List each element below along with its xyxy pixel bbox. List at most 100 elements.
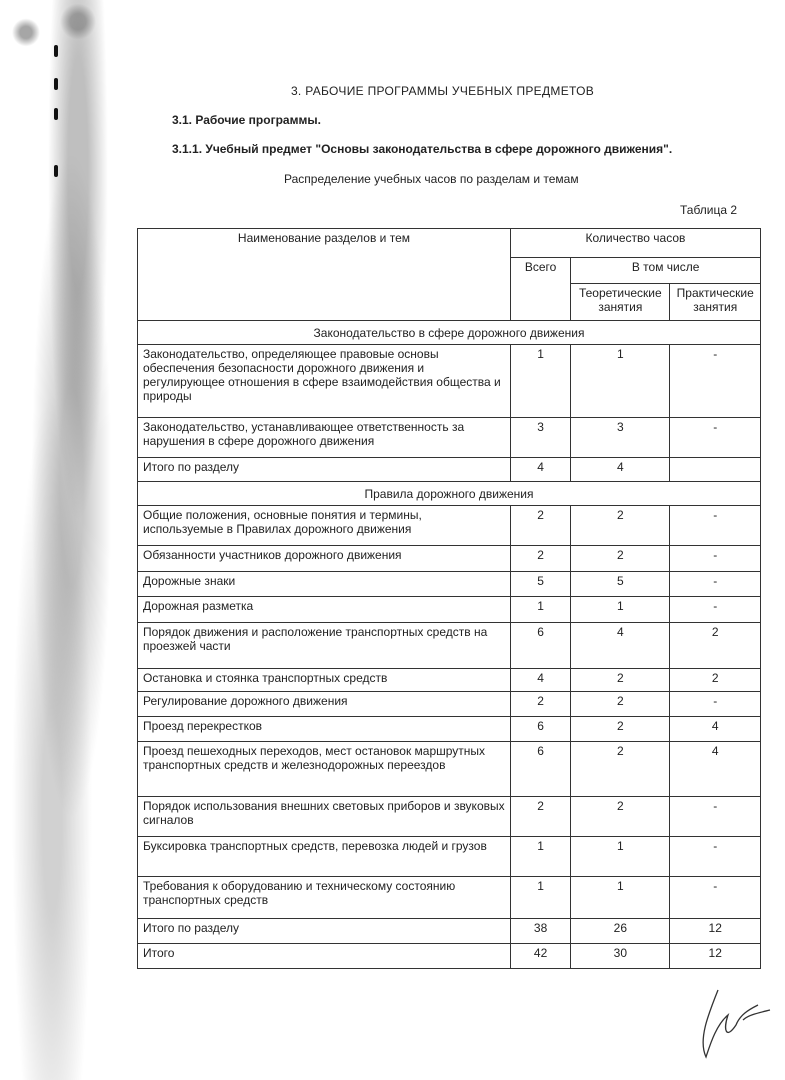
subheading: 3.1. Рабочие программы.	[172, 113, 321, 127]
practice-hours: -	[669, 596, 761, 623]
practice-hours: 4	[669, 716, 761, 742]
table-row: Дорожная разметка 1 1-	[137, 596, 761, 623]
theory-hours: 2	[570, 545, 671, 572]
theory-hours: 3	[570, 417, 671, 458]
total-hours: 4	[509, 668, 572, 692]
table-row: Законодательство, устанавливающее ответс…	[137, 417, 761, 458]
table-number: Таблица 2	[680, 203, 738, 217]
theory-hours: 2	[570, 741, 671, 797]
total-hours: 42	[509, 943, 572, 969]
table-row: Требования к оборудованию и техническому…	[137, 876, 761, 919]
topic-name: Итого по разделу	[137, 918, 511, 944]
practice-hours: -	[669, 417, 761, 458]
total-hours: 2	[509, 691, 572, 717]
topic-name: Проезд перекрестков	[137, 716, 511, 742]
topic-name: Законодательство, определяющее правовые …	[137, 344, 511, 418]
total-hours: 1	[509, 596, 572, 623]
practice-hours: 2	[669, 622, 761, 669]
topic-name: Дорожные знаки	[137, 571, 511, 597]
total-hours: 1	[509, 344, 572, 418]
theory-hours: 2	[570, 668, 671, 692]
total-hours: 2	[509, 796, 572, 837]
signature	[702, 989, 771, 1059]
practice-hours: -	[669, 344, 761, 418]
table-row: Итого по разделу 38 26 12	[137, 918, 761, 944]
theory-hours: 1	[570, 596, 671, 623]
total-hours: 1	[509, 836, 572, 877]
header-name: Наименование разделов и тем	[137, 228, 511, 321]
table-row: Дорожные знаки 5 5-	[137, 571, 761, 597]
theory-hours: 2	[570, 716, 671, 742]
table-row: Порядок движения и расположение транспор…	[137, 622, 761, 669]
table-row: Порядок использования внешних световых п…	[137, 796, 761, 837]
theory-hours: 2	[570, 505, 671, 546]
practice-hours: -	[669, 505, 761, 546]
practice-hours: 12	[669, 918, 761, 944]
practice-hours: -	[669, 876, 761, 919]
topic-name: Порядок использования внешних световых п…	[137, 796, 511, 837]
header-hours: Количество часов	[509, 228, 762, 258]
table-row: Общие положения, основные понятия и терм…	[137, 505, 761, 546]
practice-hours: 2	[669, 668, 761, 692]
theory-hours: 2	[570, 691, 671, 717]
topic-name: Буксировка транспортных средств, перевоз…	[137, 836, 511, 877]
topic-name: Требования к оборудованию и техническому…	[137, 876, 511, 919]
table-row: Буксировка транспортных средств, перевоз…	[137, 836, 761, 877]
total-hours: 2	[509, 505, 572, 546]
total-hours: 1	[509, 876, 572, 919]
practice-hours: -	[669, 796, 761, 837]
total-hours: 3	[509, 417, 572, 458]
header-including: В том числе	[570, 257, 761, 284]
scan-noise	[0, 0, 130, 1080]
punch-mark	[54, 108, 58, 120]
topic-name: Итого по разделу	[137, 457, 511, 482]
theory-hours: 4	[570, 622, 671, 669]
topic-name: Дорожная разметка	[137, 596, 511, 623]
hours-table: Наименование разделов и тем Количество ч…	[137, 228, 762, 969]
theory-hours: 2	[570, 796, 671, 837]
table-row: Регулирование дорожного движения 2 2-	[137, 691, 761, 717]
topic-name: Остановка и стоянка транспортных средств	[137, 668, 511, 692]
punch-mark	[54, 45, 58, 57]
total-hours: 6	[509, 741, 572, 797]
total-hours: 4	[509, 457, 572, 482]
topic-name: Общие положения, основные понятия и терм…	[137, 505, 511, 546]
header-practice: Практические занятия	[669, 283, 761, 321]
topic-name: Обязанности участников дорожного движени…	[137, 545, 511, 572]
practice-hours: -	[669, 836, 761, 877]
practice-hours: 12	[669, 943, 761, 969]
punch-mark	[54, 165, 58, 177]
topic-name: Проезд пешеходных переходов, мест остано…	[137, 741, 511, 797]
section-title: Законодательство в сфере дорожного движе…	[137, 320, 761, 345]
section-row: Законодательство в сфере дорожного движе…	[137, 320, 761, 345]
punch-mark	[54, 78, 58, 90]
total-hours: 38	[509, 918, 572, 944]
table-row: Остановка и стоянка транспортных средств…	[137, 668, 761, 692]
header-total: Всего	[509, 257, 572, 321]
theory-hours: 1	[570, 836, 671, 877]
subject-title: 3.1.1. Учебный предмет "Основы законодат…	[172, 142, 673, 156]
practice-hours: 4	[669, 741, 761, 797]
grand-total-row: Итого 42 30 12	[137, 943, 761, 969]
table-row: Законодательство, определяющее правовые …	[137, 344, 761, 418]
total-hours: 5	[509, 571, 572, 597]
total-hours: 2	[509, 545, 572, 572]
table-caption: Распределение учебных часов по разделам …	[284, 172, 579, 186]
practice-hours	[669, 457, 761, 482]
section-heading: 3. РАБОЧИЕ ПРОГРАММЫ УЧЕБНЫХ ПРЕДМЕТОВ	[290, 84, 595, 98]
theory-hours: 1	[570, 344, 671, 418]
section-row: Правила дорожного движения	[137, 481, 761, 506]
table-row: Обязанности участников дорожного движени…	[137, 545, 761, 572]
theory-hours: 5	[570, 571, 671, 597]
theory-hours: 30	[570, 943, 671, 969]
practice-hours: -	[669, 571, 761, 597]
topic-name: Итого	[137, 943, 511, 969]
table-row: Проезд перекрестков 6 2 4	[137, 716, 761, 742]
theory-hours: 26	[570, 918, 671, 944]
topic-name: Регулирование дорожного движения	[137, 691, 511, 717]
table-row: Проезд пешеходных переходов, мест остано…	[137, 741, 761, 797]
topic-name: Порядок движения и расположение транспор…	[137, 622, 511, 669]
theory-hours: 4	[570, 457, 671, 482]
total-hours: 6	[509, 716, 572, 742]
table-row: Итого по разделу 4 4	[137, 457, 761, 482]
